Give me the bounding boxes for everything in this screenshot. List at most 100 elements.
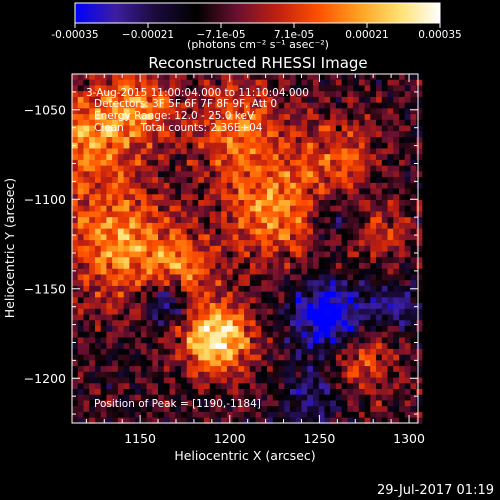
heatmap-cell (175, 85, 182, 92)
heatmap-cell (272, 205, 279, 212)
heatmap-cell (290, 102, 297, 109)
heatmap-cell (146, 297, 153, 304)
heatmap-cell (146, 131, 153, 138)
heatmap-cell (381, 320, 388, 327)
heatmap-cell (146, 394, 153, 401)
heatmap-cell (209, 394, 216, 401)
heatmap-cell (226, 274, 234, 281)
heatmap-cell (410, 79, 417, 86)
heatmap-cell (301, 217, 308, 224)
chart-title: Reconstructed RHESSI Image (148, 54, 367, 72)
heatmap-cell (410, 177, 417, 184)
heatmap-cell (209, 148, 216, 155)
heatmap-cell (209, 291, 216, 298)
heatmap-cell (226, 165, 234, 172)
heatmap-cell (72, 200, 79, 207)
heatmap-cell (399, 297, 406, 304)
heatmap-cell (215, 102, 222, 109)
heatmap-cell (186, 234, 193, 241)
heatmap-cell (284, 366, 291, 373)
heatmap-cell (318, 280, 325, 287)
heatmap-cell (89, 91, 96, 98)
heatmap-cell (244, 268, 251, 275)
heatmap-cell (324, 303, 331, 310)
heatmap-cell (83, 388, 90, 396)
heatmap-cell (387, 411, 394, 419)
heatmap-cell (387, 400, 394, 407)
heatmap-cell (347, 234, 354, 241)
heatmap-cell (387, 234, 394, 241)
heatmap-cell (226, 331, 234, 338)
heatmap-cell (203, 217, 211, 224)
heatmap-cell (347, 360, 354, 367)
heatmap-cell (261, 131, 268, 138)
heatmap-cell (192, 102, 199, 109)
heatmap-cell (381, 125, 388, 132)
heatmap-cell (140, 125, 147, 132)
heatmap-cell (186, 154, 193, 161)
heatmap-cell (77, 331, 84, 338)
heatmap-cell (284, 257, 291, 264)
heatmap-cell (83, 194, 90, 201)
heatmap-cell (318, 114, 325, 121)
heatmap-cell (226, 285, 234, 293)
heatmap-cell (186, 159, 193, 167)
heatmap-cell (129, 348, 136, 356)
heatmap-cell (181, 314, 188, 321)
heatmap-cell (186, 74, 193, 81)
heatmap-cell (272, 291, 279, 298)
heatmap-cell (295, 234, 302, 241)
heatmap-cell (341, 91, 348, 98)
heatmap-cell (301, 74, 308, 81)
heatmap-cell (399, 228, 406, 235)
heatmap-cell (318, 406, 325, 413)
heatmap-cell (267, 205, 274, 212)
heatmap-cell (410, 137, 417, 144)
heatmap-cell (410, 263, 417, 270)
heatmap-cell (198, 285, 205, 293)
heatmap-cell (100, 205, 107, 212)
heatmap-cell (261, 331, 268, 338)
heatmap-cell (335, 377, 343, 384)
heatmap-cell (186, 400, 193, 407)
heatmap-cell (318, 297, 325, 304)
heatmap-cell (94, 411, 102, 419)
heatmap-cell (335, 200, 343, 207)
heatmap-cell (117, 102, 125, 109)
heatmap-cell (307, 177, 314, 184)
heatmap-cell (358, 383, 365, 390)
heatmap-cell (238, 297, 245, 304)
heatmap-cell (255, 406, 262, 413)
heatmap-cell (112, 417, 119, 424)
heatmap-cell (278, 79, 285, 86)
heatmap-cell (364, 326, 371, 333)
heatmap-cell (381, 119, 388, 126)
heatmap-cell (301, 406, 308, 413)
heatmap-cell (89, 320, 96, 327)
heatmap-cell (416, 177, 423, 184)
heatmap-cell (181, 119, 188, 126)
heatmap-cell (158, 251, 165, 258)
heatmap-cell (215, 228, 222, 235)
heatmap-cell (135, 291, 142, 298)
heatmap-cell (169, 171, 176, 178)
heatmap-cell (192, 234, 199, 241)
heatmap-cell (203, 326, 211, 333)
x-tick-label: 1250 (303, 431, 335, 446)
heatmap-cell (129, 85, 136, 92)
heatmap-cell (249, 285, 256, 293)
heatmap-cell (175, 137, 182, 144)
heatmap-cell (83, 119, 90, 126)
heatmap-cell (203, 320, 211, 327)
heatmap-cell (307, 74, 314, 81)
heatmap-cell (146, 268, 153, 275)
heatmap-cell (146, 377, 153, 384)
heatmap-cell (307, 314, 314, 321)
heatmap-cell (312, 337, 320, 344)
heatmap-cell (335, 114, 343, 121)
heatmap-cell (94, 182, 102, 189)
heatmap-cell (158, 411, 165, 419)
heatmap-cell (123, 228, 130, 235)
heatmap-cell (244, 96, 251, 104)
heatmap-cell (146, 257, 153, 264)
